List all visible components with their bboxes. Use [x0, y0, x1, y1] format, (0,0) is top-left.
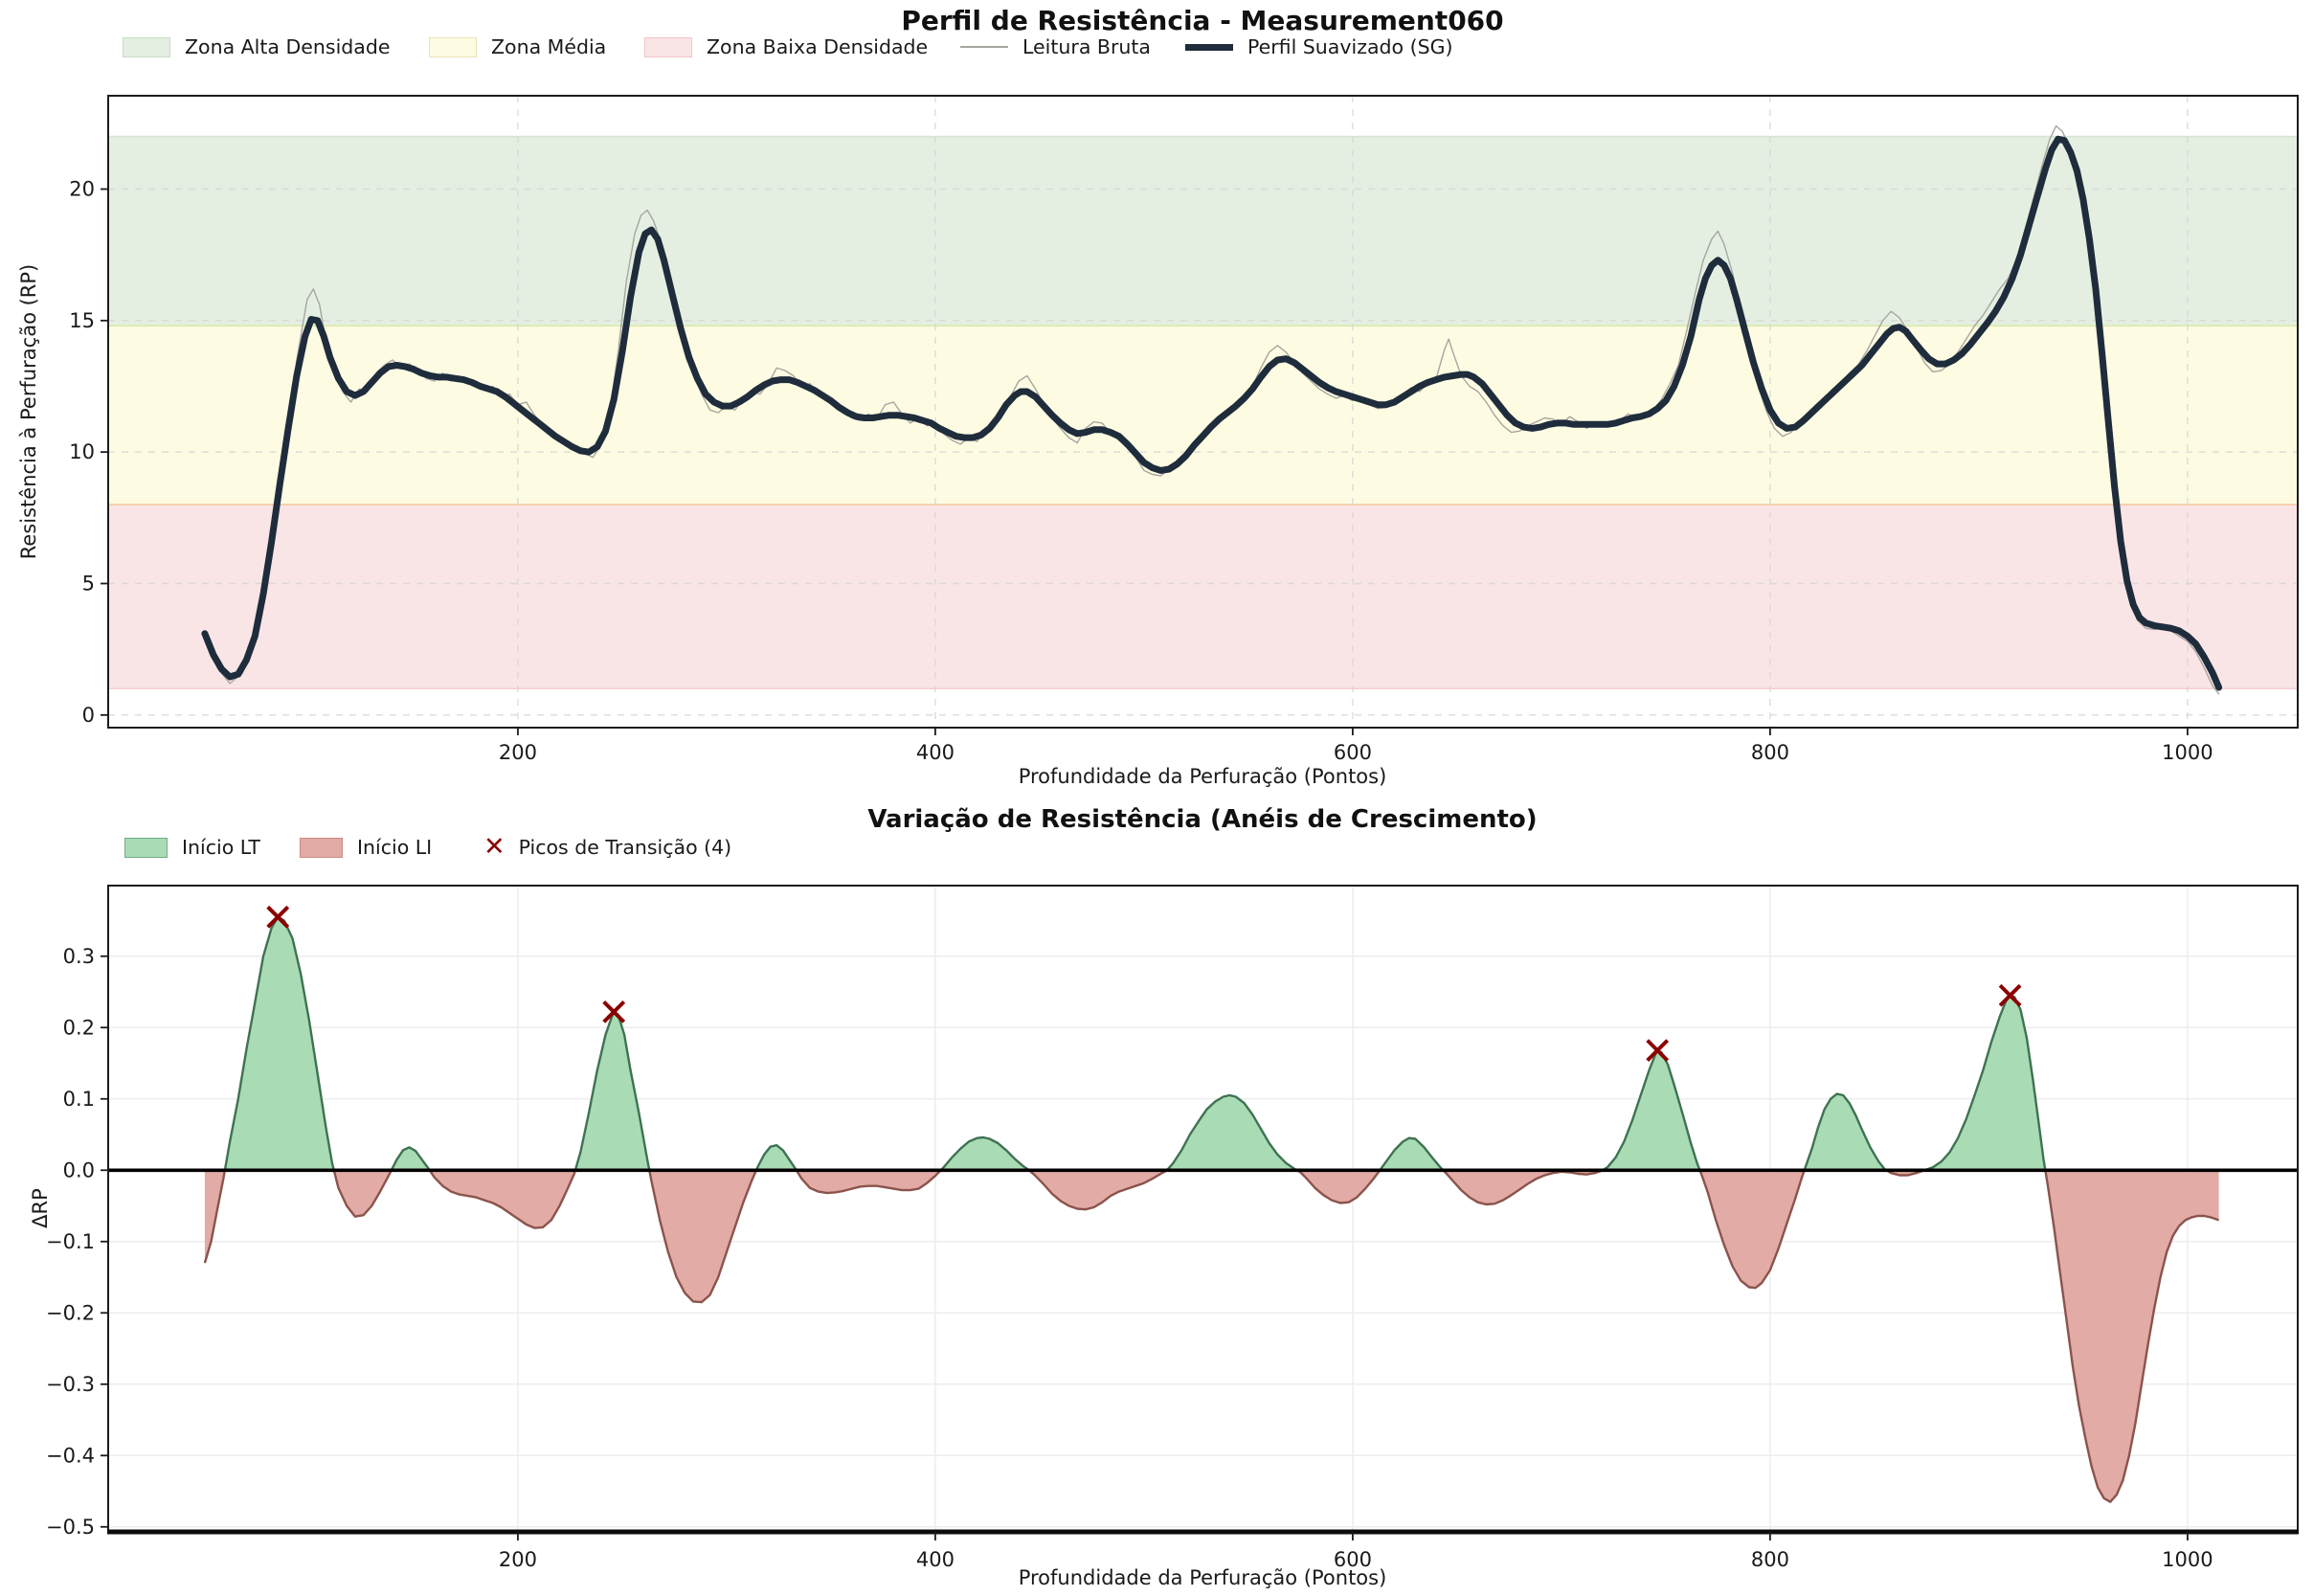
legend-label: Zona Alta Densidade: [185, 35, 391, 58]
svg-text:0.1: 0.1: [63, 1088, 95, 1111]
raw-line-sample-icon: [960, 46, 1008, 48]
smooth-line-sample-icon: [1185, 43, 1233, 51]
bottom-chart-ylabel: ΔRP: [29, 1188, 52, 1228]
svg-text:800: 800: [1751, 741, 1789, 764]
svg-text:400: 400: [916, 741, 955, 764]
svg-text:600: 600: [1334, 741, 1372, 764]
svg-text:0.0: 0.0: [63, 1158, 95, 1181]
svg-text:0.2: 0.2: [63, 1016, 95, 1039]
svg-text:5: 5: [82, 572, 95, 595]
svg-text:15: 15: [69, 309, 95, 332]
svg-text:400: 400: [916, 1548, 955, 1571]
bottom-chart-xlabel: Profundidade da Perfuração (Pontos): [1018, 1566, 1387, 1589]
legend-label: Zona Média: [491, 35, 607, 58]
svg-text:1000: 1000: [2162, 741, 2213, 764]
inicio-lt-swatch-icon: [124, 837, 168, 858]
top-chart-title: Perfil de Resistência - Measurement060: [901, 5, 1504, 36]
bottom-chart-title: Variação de Resistência (Anéis de Cresci…: [867, 805, 1538, 834]
legend-label: Início LT: [182, 836, 260, 859]
svg-text:1000: 1000: [2162, 1548, 2213, 1571]
svg-text:10: 10: [69, 440, 95, 463]
zona-media-swatch-icon: [429, 36, 477, 57]
legend-item-inicio-lt: Início LT: [124, 835, 260, 860]
legend-item-zona-baixa: Zona Baixa Densidade: [644, 34, 928, 59]
svg-text:−0.2: −0.2: [46, 1301, 95, 1324]
svg-text:20: 20: [69, 178, 95, 201]
zona-alta-swatch-icon: [123, 36, 170, 57]
legend-label: Leitura Bruta: [1022, 35, 1151, 58]
svg-text:200: 200: [499, 1548, 537, 1571]
svg-text:600: 600: [1334, 1548, 1372, 1571]
svg-text:800: 800: [1751, 1548, 1789, 1571]
svg-text:−0.5: −0.5: [46, 1516, 95, 1539]
top-chart-xlabel: Profundidade da Perfuração (Pontos): [1018, 765, 1387, 788]
svg-text:200: 200: [499, 741, 537, 764]
svg-text:−0.3: −0.3: [46, 1373, 95, 1396]
inicio-li-swatch-icon: [300, 837, 343, 858]
legend-label: Perfil Suavizado (SG): [1247, 35, 1453, 58]
svg-text:0.3: 0.3: [63, 945, 95, 968]
legend-item-picos: ✕ Picos de Transição (4): [483, 832, 732, 862]
transition-peak-marker-icon: ✕: [483, 832, 505, 862]
svg-text:−0.1: −0.1: [46, 1230, 95, 1253]
svg-text:0: 0: [82, 704, 95, 727]
legend-item-inicio-li: Início LI: [300, 835, 432, 860]
legend-label: Início LI: [357, 836, 433, 859]
legend-label: Zona Baixa Densidade: [707, 35, 929, 58]
legend-item-perfil-suavizado: Perfil Suavizado (SG): [1185, 34, 1452, 59]
top-chart-ylabel: Resistência à Perfuração (RP): [17, 263, 40, 560]
zona-baixa-swatch-icon: [644, 36, 692, 57]
legend-label: Picos de Transição (4): [518, 836, 732, 859]
legend-item-zona-alta: Zona Alta Densidade: [123, 34, 390, 59]
legend-item-leitura-bruta: Leitura Bruta: [960, 34, 1151, 59]
svg-text:−0.4: −0.4: [46, 1444, 95, 1467]
legend-item-zona-media: Zona Média: [429, 34, 606, 59]
